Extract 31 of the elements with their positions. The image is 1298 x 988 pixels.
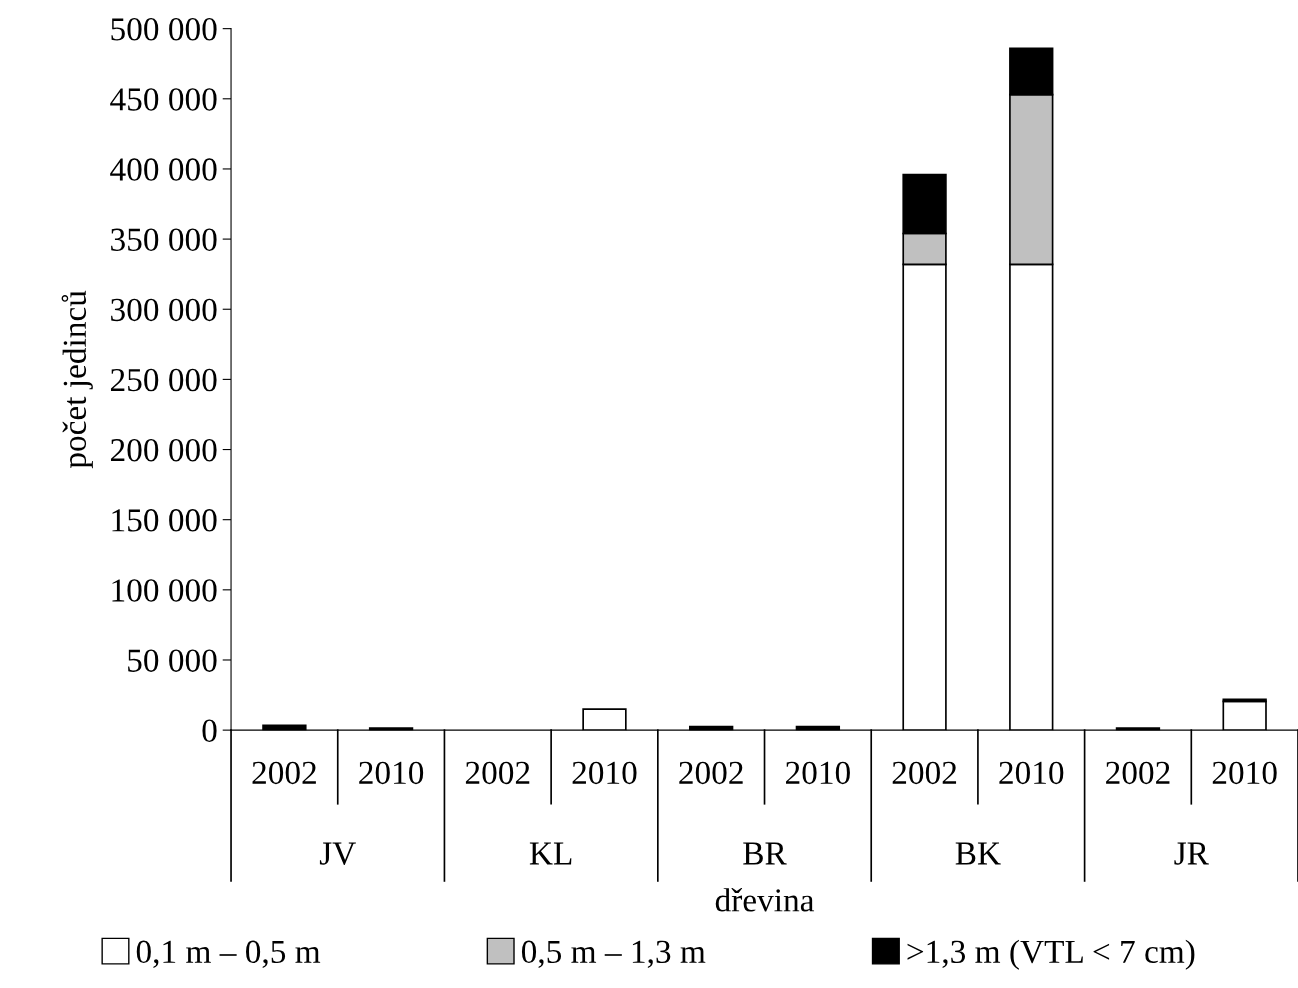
text: BR xyxy=(743,842,787,865)
legend-label: >1,3 m (VTL < 7 cm) xyxy=(907,939,1195,970)
y-tick-label: 0 xyxy=(202,719,217,743)
x-tick-label: 2002 xyxy=(679,761,743,785)
x-tick-label: 2010 xyxy=(786,761,850,785)
x-axis-title: dřevina xyxy=(715,888,815,912)
y-tick-label: 500 000 xyxy=(111,18,217,41)
x-tick-label: 2002 xyxy=(465,761,530,785)
legend-label: 0,1 m – 0,5 m xyxy=(136,940,321,968)
y-tick-label: 250 000 xyxy=(110,368,217,392)
y-tick-label: 400 000 xyxy=(110,158,217,181)
y-tick-label: 150 000 xyxy=(112,509,217,532)
y-tick-label: 50 000 xyxy=(128,649,217,672)
legend-label: 0,5 m – 1,3 m xyxy=(521,940,706,968)
x-tick-label: 2010 xyxy=(359,761,424,785)
y-tick-label: 100 000 xyxy=(112,579,217,602)
y-tick-label: 300 000 xyxy=(111,298,217,322)
x-tick-label: 2010 xyxy=(572,761,637,785)
x-tick-label: 2010 xyxy=(1212,761,1277,785)
x-tick-label: 2002 xyxy=(892,761,957,785)
x-tick-label: 2010 xyxy=(999,761,1064,785)
y-tick-label: 200 000 xyxy=(110,438,217,462)
y-tick-label: 450 000 xyxy=(110,88,217,111)
y-axis-title: počet jedinců xyxy=(61,290,93,469)
x-tick-label: 2002 xyxy=(1106,761,1170,785)
text: JV xyxy=(319,842,356,865)
text: JR xyxy=(1174,842,1209,865)
y-tick-label: 350 000 xyxy=(111,228,217,251)
text: BK xyxy=(955,842,1001,865)
text: KL xyxy=(529,842,572,865)
x-tick-label: 2002 xyxy=(252,761,316,785)
